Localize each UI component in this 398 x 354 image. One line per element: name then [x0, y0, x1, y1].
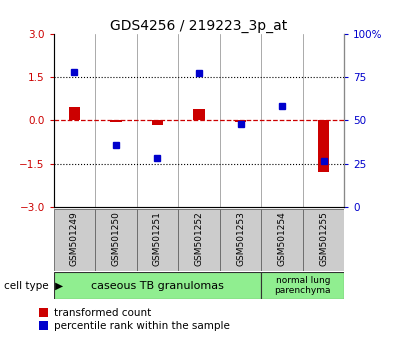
Text: GSM501251: GSM501251 — [153, 211, 162, 266]
Bar — [110, 120, 122, 122]
Bar — [220, 209, 261, 271]
Bar — [303, 209, 344, 271]
Text: GSM501249: GSM501249 — [70, 211, 79, 266]
Bar — [261, 209, 303, 271]
Bar — [152, 120, 163, 125]
Bar — [178, 209, 220, 271]
Bar — [261, 272, 344, 299]
Bar — [95, 209, 137, 271]
Text: GSM501254: GSM501254 — [277, 211, 287, 266]
Bar — [137, 209, 178, 271]
Text: GSM501250: GSM501250 — [111, 211, 121, 266]
Bar — [54, 272, 261, 299]
Text: normal lung
parenchyma: normal lung parenchyma — [275, 276, 331, 295]
Legend: transformed count, percentile rank within the sample: transformed count, percentile rank withi… — [39, 308, 230, 331]
Bar — [193, 109, 205, 120]
Text: GSM501252: GSM501252 — [195, 211, 203, 266]
Bar — [54, 209, 95, 271]
Text: GSM501253: GSM501253 — [236, 211, 245, 266]
Text: GSM501255: GSM501255 — [319, 211, 328, 266]
Bar — [69, 107, 80, 120]
Bar — [235, 120, 246, 122]
Text: cell type  ▶: cell type ▶ — [4, 280, 63, 291]
Title: GDS4256 / 219223_3p_at: GDS4256 / 219223_3p_at — [110, 19, 288, 33]
Bar — [318, 120, 329, 172]
Text: caseous TB granulomas: caseous TB granulomas — [91, 280, 224, 291]
